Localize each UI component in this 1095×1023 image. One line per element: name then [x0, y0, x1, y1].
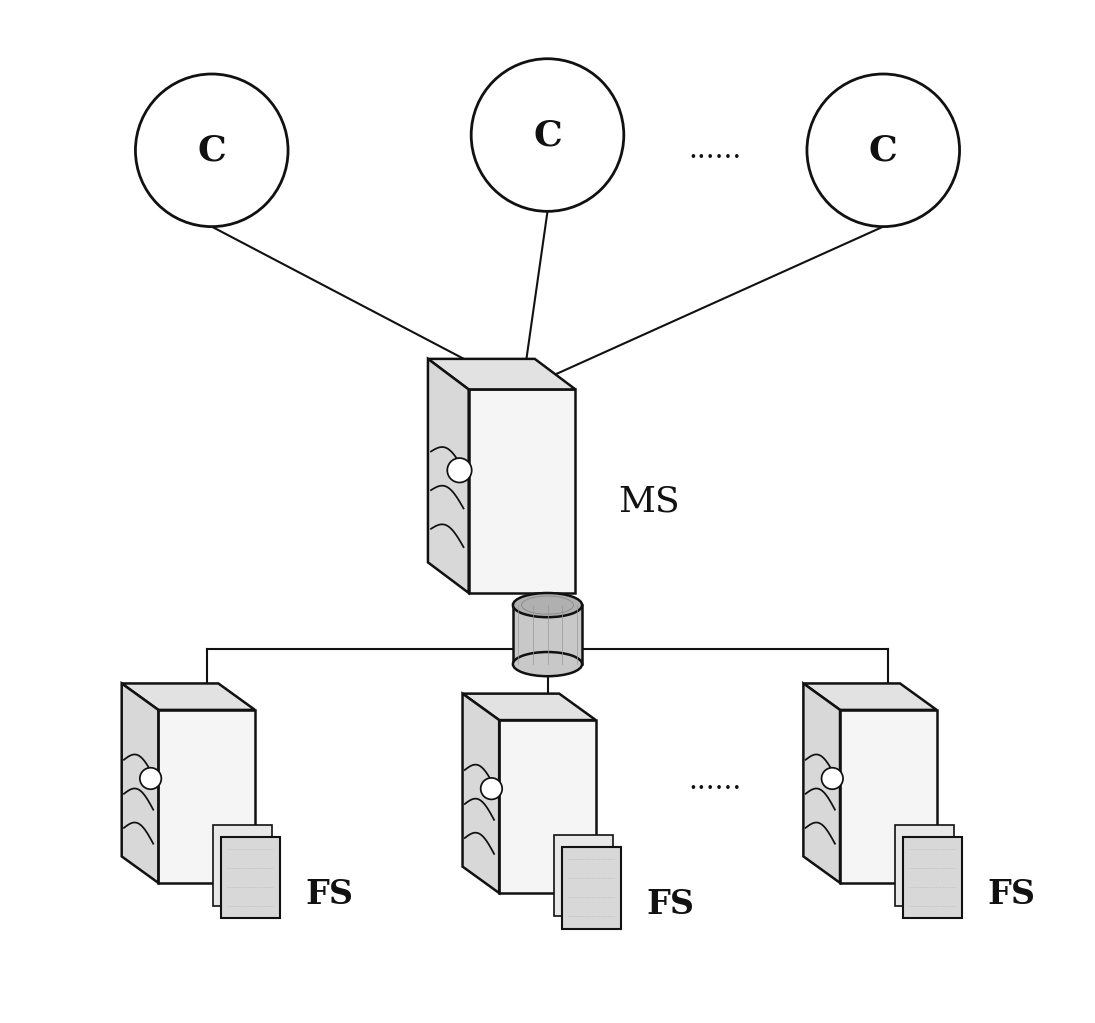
Polygon shape: [562, 847, 621, 929]
Text: C: C: [197, 133, 227, 168]
Circle shape: [481, 777, 503, 799]
Polygon shape: [214, 825, 272, 906]
Polygon shape: [804, 683, 936, 710]
Circle shape: [821, 767, 843, 789]
Text: C: C: [533, 118, 562, 152]
Polygon shape: [895, 825, 954, 906]
Text: MS: MS: [619, 484, 680, 519]
Polygon shape: [122, 683, 255, 710]
Polygon shape: [512, 606, 583, 664]
Circle shape: [807, 74, 959, 227]
Text: ......: ......: [689, 767, 742, 795]
Polygon shape: [428, 359, 469, 593]
Polygon shape: [903, 837, 961, 919]
Text: C: C: [868, 133, 898, 168]
Polygon shape: [804, 683, 840, 883]
Polygon shape: [122, 683, 159, 883]
Ellipse shape: [512, 593, 583, 617]
Circle shape: [471, 58, 624, 212]
Polygon shape: [221, 837, 280, 919]
Circle shape: [140, 767, 161, 789]
Polygon shape: [159, 710, 255, 883]
Text: FS: FS: [988, 878, 1035, 910]
Polygon shape: [554, 835, 613, 917]
Polygon shape: [428, 359, 576, 390]
Polygon shape: [840, 710, 936, 883]
Ellipse shape: [512, 652, 583, 676]
Circle shape: [447, 458, 472, 483]
Text: ......: ......: [689, 137, 742, 164]
Polygon shape: [462, 694, 499, 893]
Text: FS: FS: [646, 888, 694, 921]
Circle shape: [136, 74, 288, 227]
Text: FS: FS: [306, 878, 354, 910]
Polygon shape: [469, 390, 576, 593]
Polygon shape: [499, 720, 596, 893]
Polygon shape: [462, 694, 596, 720]
